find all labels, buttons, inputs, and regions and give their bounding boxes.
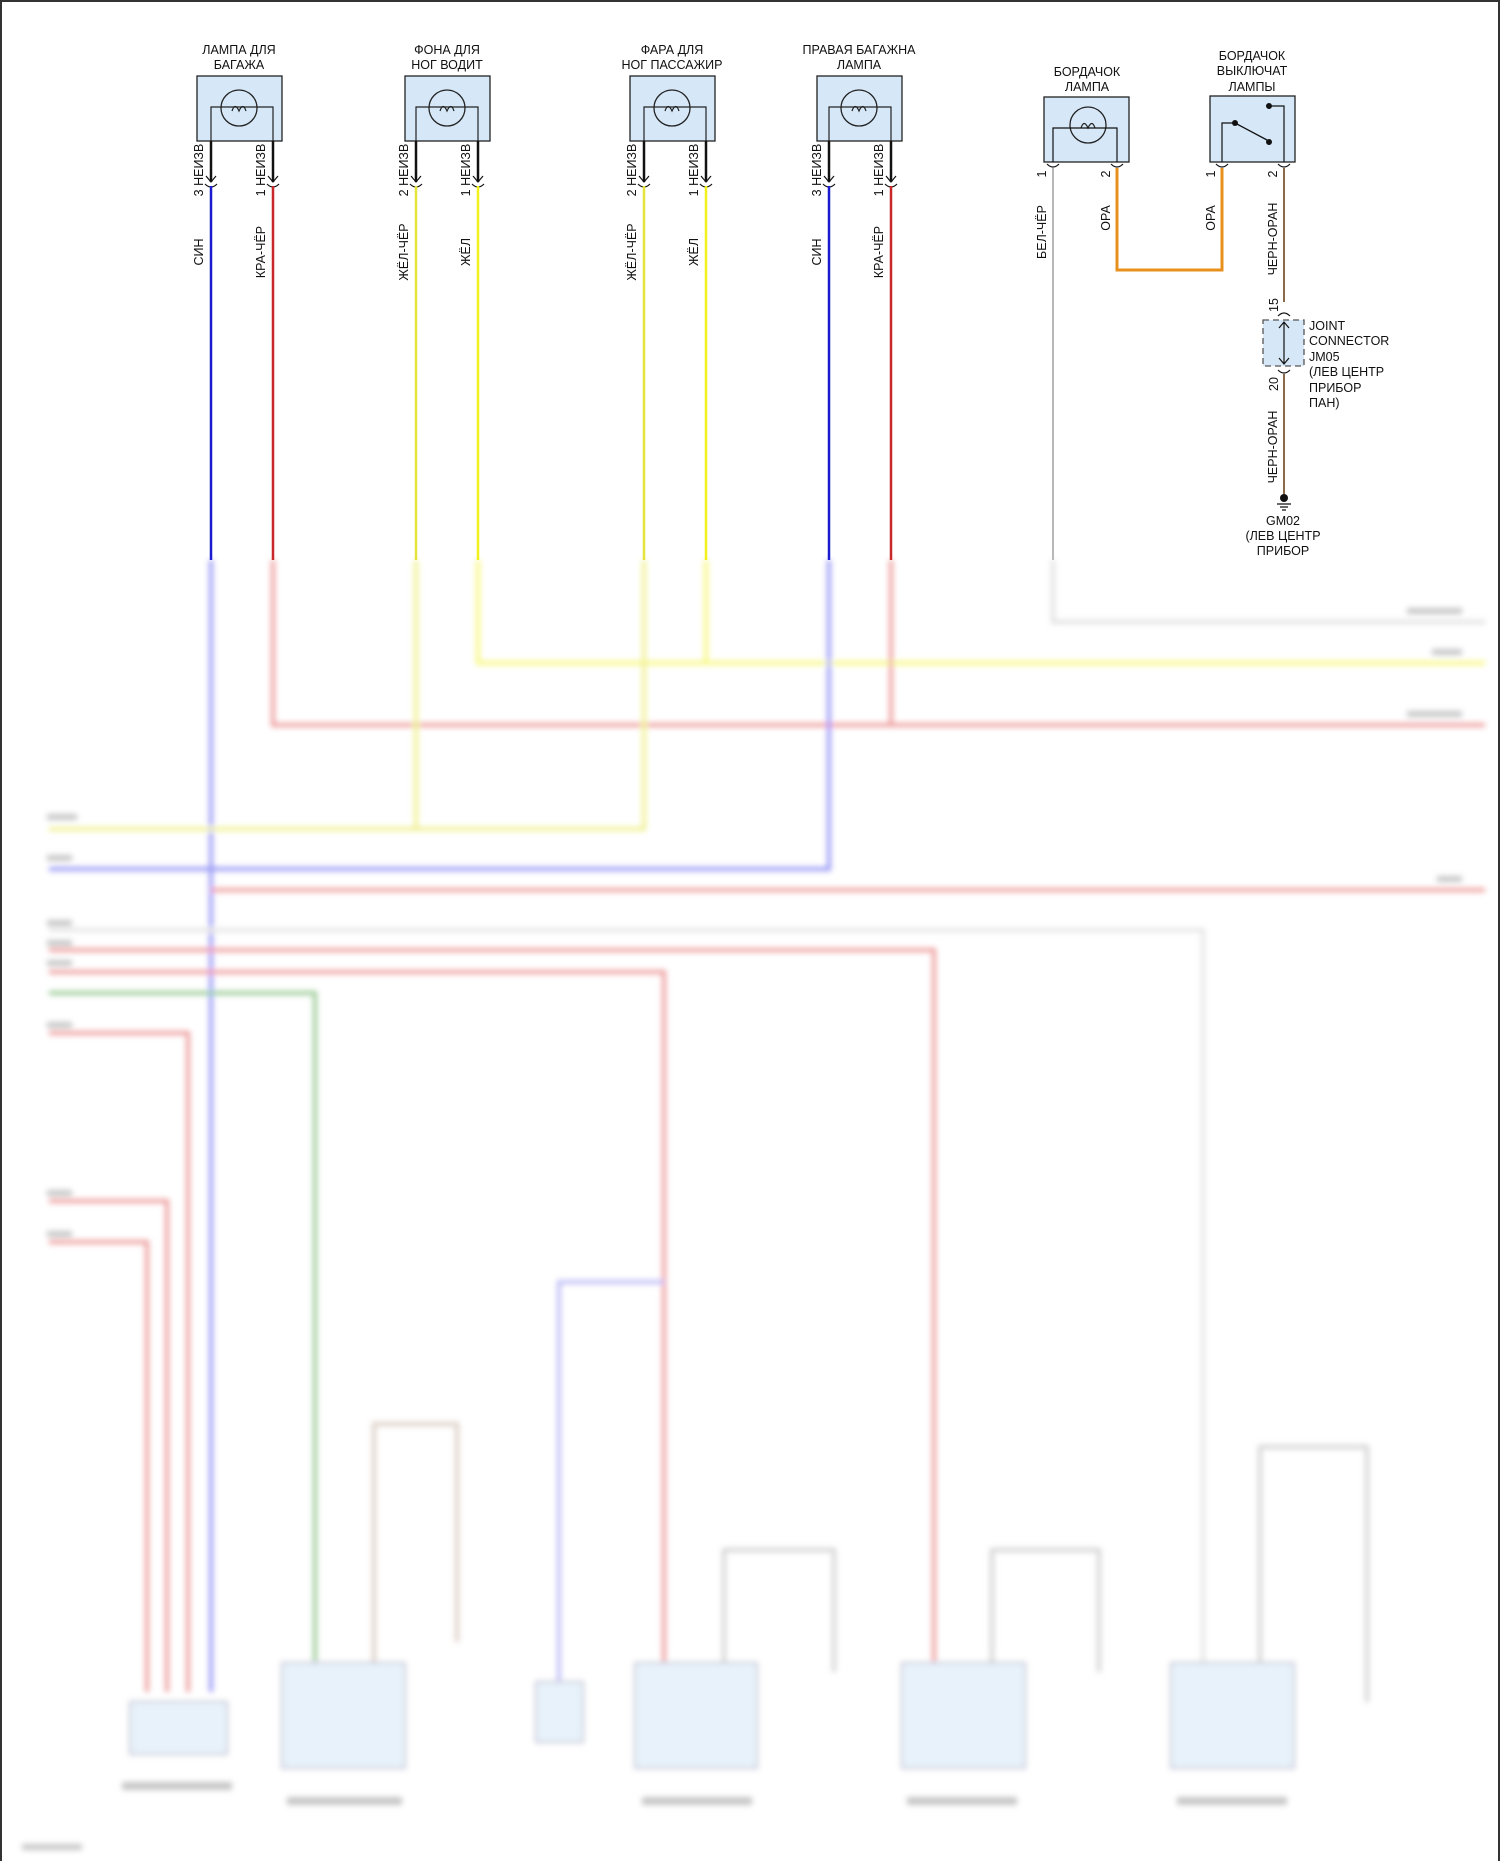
joint-label-3: JM05 [1309,350,1340,364]
pin-label: 2 НЕИЗВ [625,144,639,197]
lamp-box [404,75,491,142]
joint-pin-20: 20 [1267,377,1281,391]
joint-label-5: ПРИБОР [1309,381,1361,395]
joint-label-1: JOINT [1309,319,1345,333]
pin-label: 1 НЕИЗВ [872,144,886,197]
glove-switch-title-2: ВЫКЛЮЧАТ [1217,64,1288,78]
joint-label-2: CONNECTOR [1309,334,1389,348]
bulb-icon [653,89,691,127]
wire-color-label: КРА-ЧЁР [254,226,268,278]
lamp-title: ФОНА ДЛЯ [414,43,480,57]
glove-lamp-pin-2: 2 [1099,170,1113,177]
wire-color-label: СИН [810,238,824,265]
wire-color-label: ЖЁЛ-ЧЁР [397,223,411,280]
glove-lamp-pin-1: 1 [1035,170,1049,177]
lamp-internal-wire [828,106,892,141]
lamp-title: БАГАЖА [214,58,265,72]
lamp-title: ФАРА ДЛЯ [641,43,704,57]
lamp-internal-wire [210,106,274,141]
joint-connector-jm05: 15 20 JOINT CONNECTOR JM05 (ЛЕВ ЦЕНТР ПР… [1262,298,1389,410]
ground-gm02: GM02 (ЛЕВ ЦЕНТР ПРИБОР [1245,494,1321,558]
lamp-box [816,75,903,142]
bulb-icon [840,89,878,127]
lamp-internal-wire [643,106,707,141]
glove-switch-pin-2: 2 [1266,170,1280,177]
glove-box-switch: БОРДАЧОК ВЫКЛЮЧАТ ЛАМПЫ 1 2 ОРА ЧЕРН-ОРА… [1204,49,1296,276]
wire-label-chern-oran-1: ЧЕРН-ОРАН [1266,203,1280,276]
joint-label-4: (ЛЕВ ЦЕНТР [1309,365,1384,379]
bulb-icon [428,89,466,127]
ground-label-1: GM02 [1266,514,1300,528]
wire-label-ora-2: ОРА [1204,205,1218,231]
wire-color-label: ЖЁЛ-ЧЁР [625,223,639,280]
glove-box-lamp: БОРДАЧОК ЛАМПА 1 2 БЕЛ-ЧЁР ОРА [1035,65,1130,259]
wire-label-bel-cher: БЕЛ-ЧЁР [1035,205,1049,259]
lamp-title: НОГ ВОДИТ [411,58,483,72]
pin-label: 2 НЕИЗВ [397,144,411,197]
pin-label: 3 НЕИЗВ [810,144,824,197]
lamp-title: НОГ ПАССАЖИР [621,58,722,72]
ground-icon [1280,494,1288,502]
lamp-title: ПРАВАЯ БАГАЖНА [802,43,916,57]
lamp-title: ЛАМПА ДЛЯ [202,43,275,57]
wire-label-chern-oran-2: ЧЕРН-ОРАН [1266,411,1280,484]
wire-label-ora-1: ОРА [1099,205,1113,231]
lamp-box [196,75,283,142]
pin-label: 1 НЕИЗВ [254,144,268,197]
glove-lamp-title-2: ЛАМПА [1065,80,1110,94]
wire-color-label: ЖЁЛ [687,238,701,266]
glove-switch-pin-1: 1 [1204,170,1218,177]
bulb-icon [220,89,258,127]
lamp-box [629,75,716,142]
wire-color-label: ЖЁЛ [459,238,473,266]
bulb-icon [1069,106,1107,144]
glove-lamp-title-1: БОРДАЧОК [1054,65,1121,79]
glove-lamp-box [1043,96,1130,163]
joint-label-6: ПАН) [1309,396,1340,410]
ground-label-2: (ЛЕВ ЦЕНТР [1245,529,1320,543]
blurred-lower-diagram [22,560,1485,1850]
joint-pin-15: 15 [1267,298,1281,312]
wire-color-label: СИН [192,238,206,265]
lamp-title: ЛАМПА [837,58,882,72]
pin-label: 3 НЕИЗВ [192,144,206,197]
wire-orange [1115,168,1224,272]
pin-label: 1 НЕИЗВ [687,144,701,197]
lamp-internal-wire [415,106,479,141]
glove-switch-title-3: ЛАМПЫ [1228,80,1275,94]
pin-label: 1 НЕИЗВ [459,144,473,197]
glove-switch-title-1: БОРДАЧОК [1219,49,1286,63]
glove-switch-box [1209,95,1296,163]
switch-contact-icon [1234,122,1268,141]
wire-color-label: КРА-ЧЁР [872,226,886,278]
ground-label-3: ПРИБОР [1257,544,1309,558]
